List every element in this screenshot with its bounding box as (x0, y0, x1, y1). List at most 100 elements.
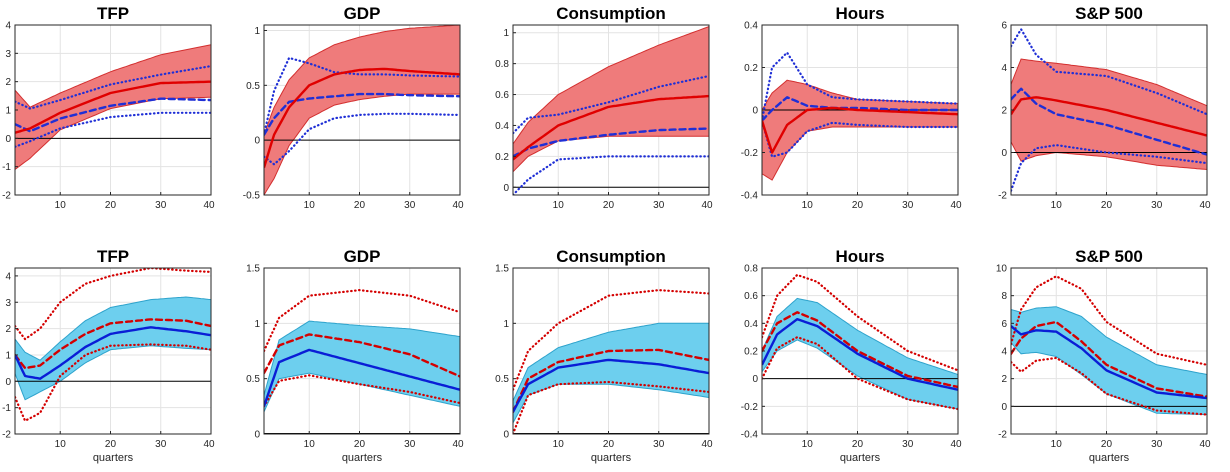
x-tick-label: 10 (55, 439, 67, 450)
plot-series (762, 51, 958, 181)
y-tick-label: 2 (5, 77, 11, 88)
x-tick-label: 40 (203, 200, 215, 211)
x-tick-label: 40 (950, 439, 962, 450)
main-line (264, 67, 460, 168)
x-tick-label: 10 (802, 439, 814, 450)
x-tick-label: 30 (902, 439, 914, 450)
panel-title: Hours (835, 247, 884, 266)
x-tick-label: 10 (1051, 200, 1063, 211)
alt-mean-dashed-line (513, 127, 709, 158)
y-tick-label: 1 (254, 319, 260, 330)
alt-lower-dotted-line (513, 380, 709, 434)
plot-series (513, 25, 709, 195)
y-tick-label: -1 (2, 403, 11, 414)
y-tick-label: -0.5 (243, 191, 261, 202)
y-tick-label: 4 (1001, 347, 1007, 358)
y-tick-label: 0.4 (744, 319, 758, 330)
confidence-band (264, 25, 460, 195)
alt-lower-dotted-line (513, 155, 709, 195)
alt-upper-dotted-line (15, 65, 211, 110)
alt-lower-dotted-line (762, 119, 958, 158)
panel-1-2: 10 20 30 40 -0.5 0 0.5 1 GDP (243, 4, 464, 211)
main-line (1011, 96, 1207, 137)
y-tick-label: 4 (5, 271, 11, 282)
x-tick-label: 40 (1199, 200, 1211, 211)
alt-upper-dotted-line (264, 56, 460, 136)
panel-title: Consumption (556, 247, 666, 266)
y-tick-label: 0 (503, 430, 509, 441)
y-tick-label: -2 (998, 430, 1007, 441)
x-tick-label: 40 (701, 439, 713, 450)
plot-area (15, 268, 211, 434)
y-tick-label: 10 (996, 264, 1008, 275)
panel-2-3: 10 20 30 40 0 0.5 1 1.5 Consumption quarters (495, 247, 713, 464)
y-tick-label: 0.6 (495, 90, 509, 101)
axes-box (512, 24, 710, 196)
x-tick-label: 10 (1051, 439, 1063, 450)
y-tick-label: 1.5 (246, 264, 260, 275)
x-tick-label: 30 (902, 200, 914, 211)
y-tick-label: 0 (752, 374, 758, 385)
x-tick-label: 30 (1151, 439, 1163, 450)
panel-1-5: 10 20 30 40 -2 0 2 4 6 S&P 500 (998, 4, 1211, 211)
alt-lower-dotted-line (264, 112, 460, 166)
panel-title: GDP (344, 4, 381, 23)
alt-upper-dotted-line (513, 74, 709, 135)
confidence-band (15, 44, 211, 171)
y-tick-label: 1 (5, 106, 11, 117)
y-tick-label: 3 (5, 298, 11, 309)
x-tick-label: 20 (105, 200, 117, 211)
alt-mean-dashed-line (15, 318, 211, 370)
x-tick-label: 10 (553, 439, 565, 450)
x-tick-label: 20 (603, 439, 615, 450)
y-tick-label: 3 (5, 49, 11, 60)
y-tick-label: 1 (503, 28, 509, 39)
y-tick-label: 1 (503, 319, 509, 330)
y-tick-label: 0.4 (744, 21, 758, 32)
y-tick-label: 0 (503, 183, 509, 194)
y-tick-label: 6 (1001, 21, 1007, 32)
x-tick-label: 20 (1101, 439, 1113, 450)
y-tick-label: 0.5 (495, 374, 509, 385)
panel-2-1: 10 20 30 40 -2 -1 0 1 2 3 4 TFP quarters (2, 247, 215, 464)
y-tick-label: 0 (5, 377, 11, 388)
main-line (513, 94, 709, 161)
plot-series (1011, 275, 1207, 416)
alt-mean-dashed-line (15, 97, 211, 133)
y-tick-label: 0.2 (495, 152, 509, 163)
x-tick-label: 40 (203, 439, 215, 450)
x-tick-label: 20 (852, 200, 864, 211)
y-tick-label: -2 (2, 191, 11, 202)
main-line (762, 106, 958, 154)
alt-mean-dashed-line (1011, 87, 1207, 156)
axes-box (263, 24, 461, 196)
y-tick-label: 0 (1001, 402, 1007, 413)
axes-box (14, 267, 212, 435)
panel-1-4: 10 20 30 40 -0.4 -0.2 0 0.2 0.4 Hours (741, 4, 962, 211)
x-tick-label: 10 (55, 200, 67, 211)
alt-mean-dashed-line (1011, 320, 1207, 398)
alt-lower-dotted-line (762, 336, 958, 411)
y-tick-label: 0 (254, 430, 260, 441)
x-tick-label: 40 (452, 200, 464, 211)
y-tick-label: -0.4 (741, 430, 759, 441)
axes-box (263, 267, 461, 435)
x-tick-label: 30 (653, 200, 665, 211)
plot-series (15, 268, 211, 422)
y-tick-label: 1 (254, 26, 260, 37)
alt-upper-dotted-line (1011, 28, 1207, 116)
x-tick-label: 40 (950, 200, 962, 211)
y-tick-label: 0.2 (744, 63, 758, 74)
alt-upper-dotted-line (762, 51, 958, 122)
alt-lower-dotted-line (1011, 356, 1207, 416)
y-tick-label: 0 (254, 136, 260, 147)
panel-title: TFP (97, 4, 129, 23)
x-tick-label: 30 (404, 439, 416, 450)
y-tick-label: 4 (5, 21, 11, 32)
x-tick-label: 30 (155, 200, 167, 211)
x-tick-label: 10 (553, 200, 565, 211)
alt-upper-dotted-line (1011, 275, 1207, 366)
plot-series (15, 44, 211, 171)
x-tick-label: 10 (304, 200, 316, 211)
